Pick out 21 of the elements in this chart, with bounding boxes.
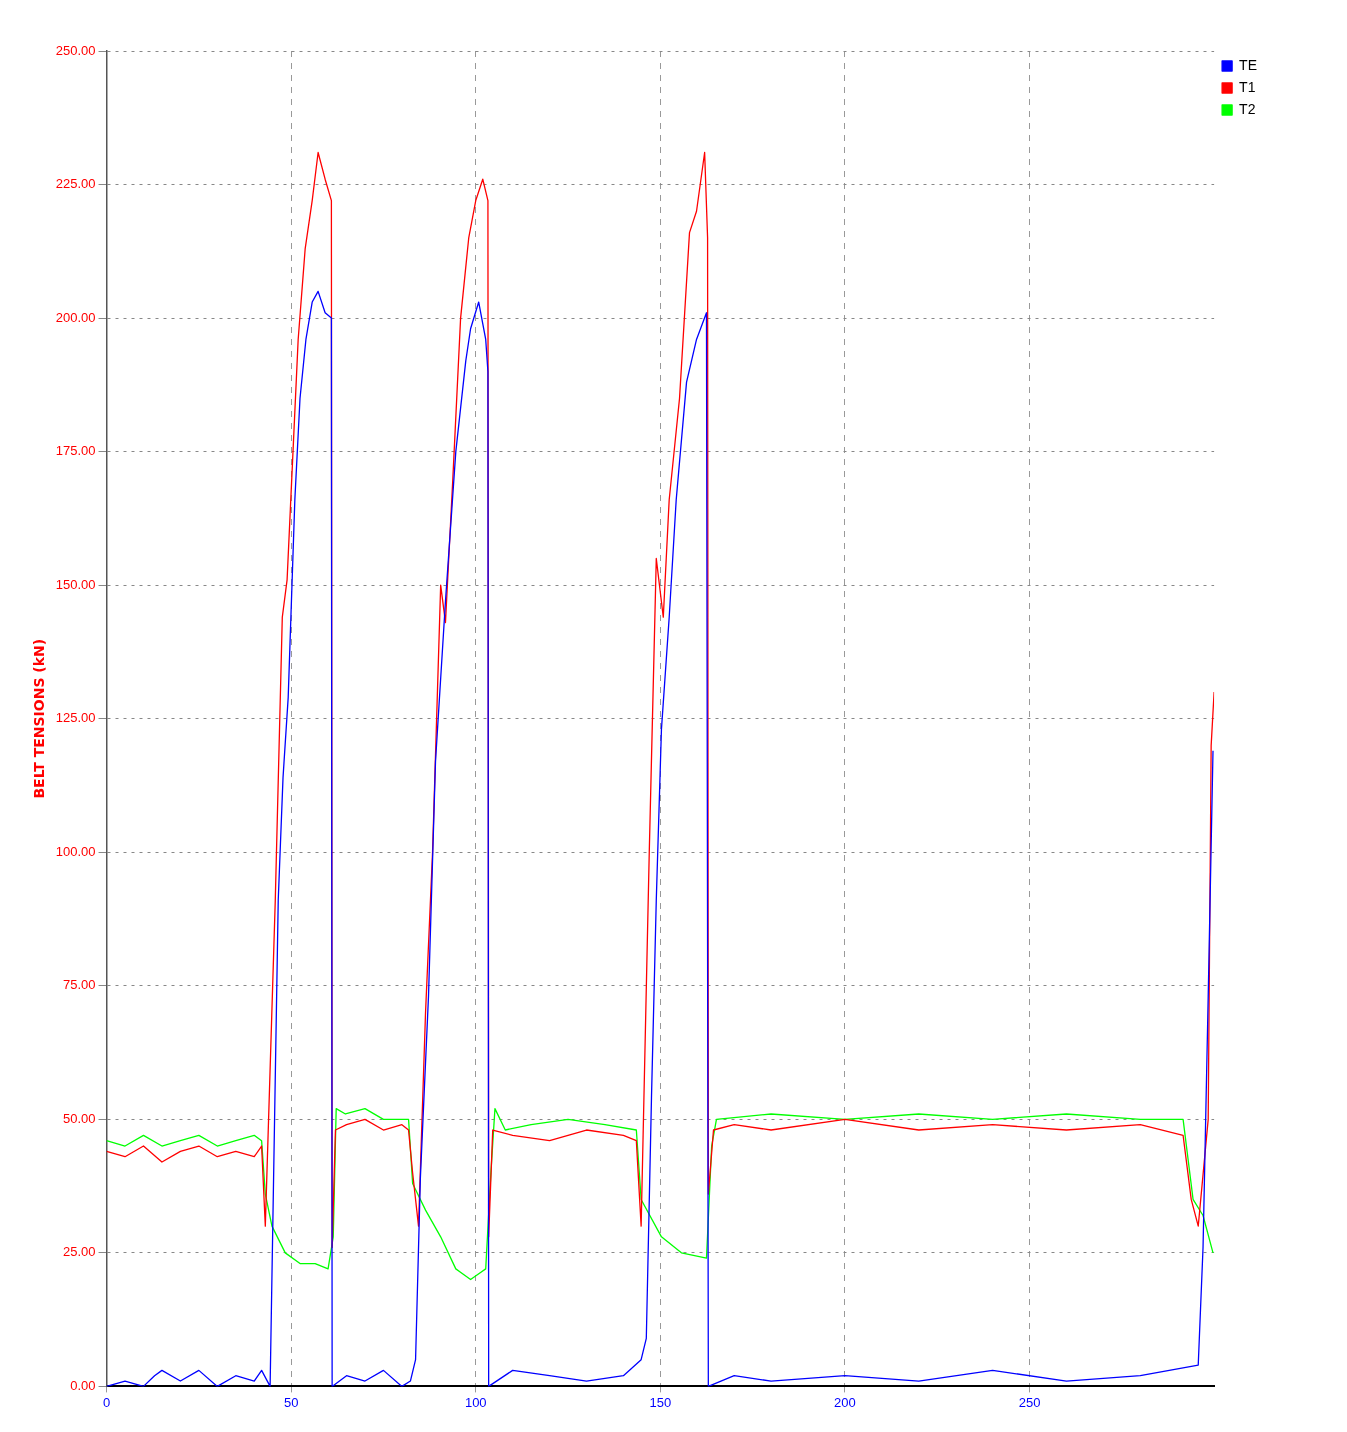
x-tick-label: 0 [102,1394,111,1410]
x-tick-label: 250 [1018,1394,1041,1410]
x-tick-label: 100 [464,1394,487,1410]
y-tick-label: 175.00 [55,443,96,459]
y-axis-title: BELT TENSIONS (kN) [31,638,48,799]
x-tick-label: 200 [834,1394,856,1410]
y-tick-label: 250.00 [55,42,96,58]
y-tick-label: 50.00 [63,1110,96,1126]
y-tick-label: 100.00 [55,843,96,859]
y-tick-label: 225.00 [55,176,96,192]
legend-label: T2 [1239,100,1256,117]
y-tick-label: 75.00 [63,977,96,993]
x-tick-label: 150 [649,1394,672,1410]
y-tick-label: 125.00 [55,710,96,726]
y-tick-label: 200.00 [55,309,96,325]
legend-label: T1 [1239,78,1256,95]
x-tick-label: 50 [283,1394,299,1410]
legend-label: TE [1239,56,1257,73]
y-tick-label: 150.00 [55,576,96,592]
y-tick-label: 25.00 [63,1244,96,1260]
y-tick-label: 0.00 [70,1377,96,1393]
